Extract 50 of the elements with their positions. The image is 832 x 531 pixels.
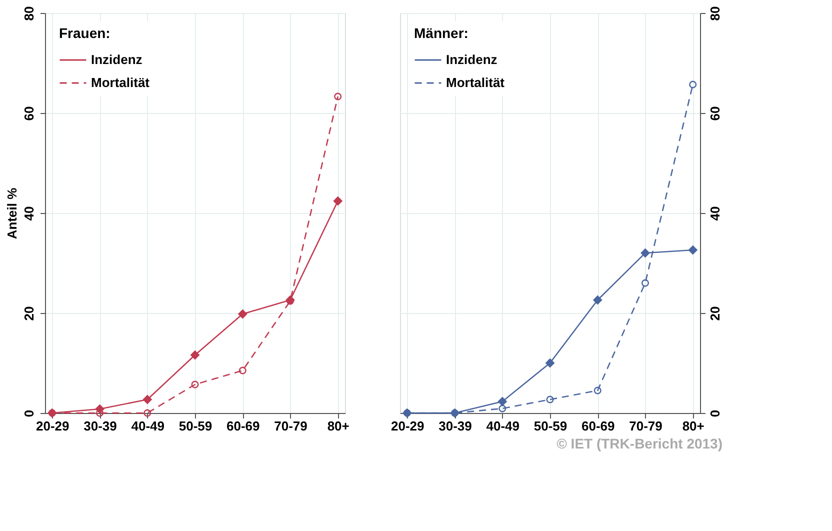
point bbox=[546, 396, 554, 404]
x-tick-label: 20-29 bbox=[36, 418, 70, 434]
x-tick-label: 70-79 bbox=[274, 418, 308, 434]
y-tick-label: 0 bbox=[22, 410, 36, 418]
point bbox=[593, 296, 602, 304]
point bbox=[191, 380, 199, 388]
point bbox=[689, 80, 697, 88]
point bbox=[498, 404, 506, 412]
point bbox=[546, 358, 554, 368]
y-tick-label: 80 bbox=[708, 6, 722, 21]
legend-title: Männer: bbox=[414, 25, 468, 41]
point bbox=[640, 248, 650, 258]
legend-label: Inzidenz bbox=[91, 52, 143, 67]
legend-title: Frauen: bbox=[59, 25, 110, 41]
point bbox=[688, 246, 698, 254]
legend-label: Inzidenz bbox=[446, 52, 498, 67]
x-tick-label: 80+ bbox=[327, 418, 350, 434]
point bbox=[238, 310, 248, 318]
legend-label: Mortalität bbox=[91, 75, 150, 90]
y-axis-title: Anteil % bbox=[4, 187, 20, 240]
point bbox=[142, 395, 152, 404]
point bbox=[334, 92, 342, 100]
x-tick-label: 50-59 bbox=[534, 418, 568, 434]
y-tick-label: 20 bbox=[708, 306, 722, 321]
point bbox=[594, 386, 602, 394]
text: © IET (TRK-Bericht 2013) bbox=[556, 436, 722, 452]
y-tick-label: 40 bbox=[708, 206, 722, 221]
x-tick-label: 20-29 bbox=[391, 418, 424, 434]
x-tick-label: 50-59 bbox=[178, 418, 212, 434]
x-tick-label: 60-69 bbox=[581, 418, 615, 434]
x-tick-label: 40-49 bbox=[486, 418, 520, 434]
x-tick-label: 60-69 bbox=[226, 418, 260, 434]
x-tick-label: 30-39 bbox=[438, 418, 472, 434]
x-tick-label: 40-49 bbox=[131, 418, 165, 434]
point bbox=[144, 409, 152, 417]
legend-label: Mortalität bbox=[446, 75, 506, 90]
y-tick-label: 40 bbox=[22, 206, 36, 221]
y-tick-label: 20 bbox=[22, 306, 36, 321]
y-tick-label: 0 bbox=[708, 410, 722, 418]
y-tick-label: 60 bbox=[708, 106, 722, 121]
x-tick-label: 70-79 bbox=[629, 418, 662, 434]
point bbox=[238, 366, 246, 374]
y-tick-label: 80 bbox=[22, 6, 36, 21]
point bbox=[190, 350, 200, 360]
y-tick-label: 60 bbox=[22, 106, 36, 121]
x-tick-label: 30-39 bbox=[84, 418, 117, 434]
point bbox=[641, 279, 649, 287]
point bbox=[498, 397, 507, 406]
point bbox=[333, 196, 342, 206]
x-tick-label: 80+ bbox=[682, 418, 705, 434]
